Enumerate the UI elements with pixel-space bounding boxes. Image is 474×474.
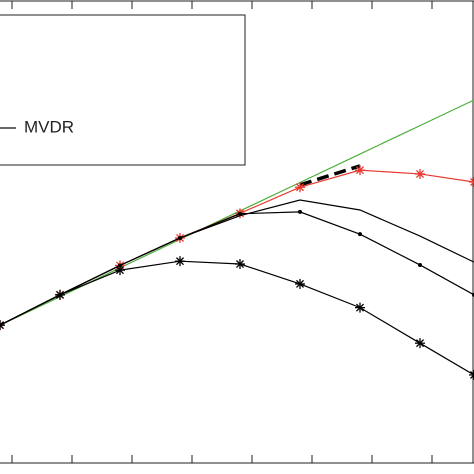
star-marker [469, 369, 474, 380]
star-marker [295, 182, 305, 193]
star-marker [355, 302, 365, 313]
star-stroke [0, 324, 4, 330]
star-stroke [176, 257, 184, 266]
series [0, 256, 474, 380]
legend-box [0, 14, 246, 166]
star-stroke [470, 181, 474, 187]
star-stroke [116, 266, 124, 275]
star-marker [415, 168, 425, 179]
star-stroke [0, 321, 4, 327]
star-marker [55, 289, 65, 300]
star-stroke [236, 260, 244, 269]
star-marker [355, 165, 365, 176]
star-stroke [296, 183, 304, 192]
star-marker [235, 259, 245, 270]
star-stroke [416, 339, 424, 348]
legend-label: MVDR [24, 117, 74, 136]
star-marker [295, 278, 305, 289]
star-marker [175, 256, 185, 267]
star-marker [115, 265, 125, 276]
dot-marker [238, 211, 242, 216]
star-stroke [56, 290, 64, 299]
dot-marker [358, 232, 362, 237]
dot-marker [418, 262, 422, 267]
star-stroke [356, 303, 364, 312]
star-marker [0, 320, 5, 331]
dot-marker [178, 235, 182, 240]
star-stroke [470, 374, 474, 379]
star-stroke [356, 166, 364, 175]
series [0, 209, 474, 328]
star-marker [469, 177, 474, 188]
star-stroke [470, 178, 474, 183]
legend: MVDR [0, 14, 246, 166]
star-stroke [416, 169, 424, 178]
star-stroke [296, 279, 304, 288]
star-stroke [470, 370, 474, 376]
star-marker [415, 338, 425, 349]
dot-marker [298, 209, 302, 214]
